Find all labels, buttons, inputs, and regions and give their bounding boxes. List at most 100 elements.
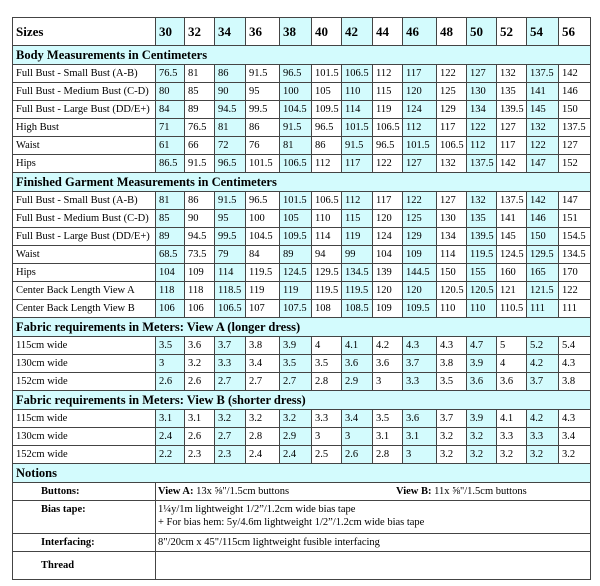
size-header-32: 32 <box>184 17 215 46</box>
table-cell: 99.5 <box>214 227 246 246</box>
table-cell: 3.9 <box>279 336 312 355</box>
table-cell: 86 <box>214 64 246 83</box>
buttons-view-b-text: 11x ⅝"/1.5cm buttons <box>431 486 527 497</box>
table-cell: 81 <box>155 191 185 210</box>
table-cell: 81 <box>184 64 215 83</box>
table-cell: 145 <box>526 100 559 119</box>
table-cell: 2.3 <box>214 445 246 464</box>
table-cell: 89 <box>155 227 185 246</box>
table-cell: 76.5 <box>184 118 215 137</box>
sizes-header-label: Sizes <box>12 17 156 46</box>
table-cell: 96.5 <box>372 136 403 155</box>
buttons-view-a-text: 13x ⅝"/1.5cm buttons <box>193 486 290 497</box>
table-cell: 137.5 <box>496 191 527 210</box>
table-cell: 118 <box>184 281 215 300</box>
table-cell: 86 <box>311 136 342 155</box>
table-cell: 114 <box>341 100 373 119</box>
table-cell: 3.7 <box>436 409 467 428</box>
row-label: High Bust <box>12 118 156 137</box>
table-cell: 2.6 <box>341 445 373 464</box>
table-cell: 110.5 <box>496 299 527 318</box>
table-cell: 150 <box>558 100 591 119</box>
table-cell: 107 <box>245 299 280 318</box>
row-label: Center Back Length View A <box>12 281 156 300</box>
table-cell: 114 <box>311 227 342 246</box>
section-header: Fabric requirements in Meters: View A (l… <box>12 317 591 337</box>
table-cell: 3.2 <box>279 409 312 428</box>
table-cell: 135 <box>466 209 497 228</box>
table-cell: 3.6 <box>466 372 497 391</box>
table-cell: 3.3 <box>526 427 559 446</box>
table-cell: 124 <box>402 100 437 119</box>
table-cell: 142 <box>526 191 559 210</box>
table-cell: 96.5 <box>245 191 280 210</box>
table-cell: 132 <box>436 154 467 173</box>
size-header-40: 40 <box>311 17 342 46</box>
table-cell: 5.2 <box>526 336 559 355</box>
table-cell: 4.2 <box>526 354 559 373</box>
table-cell: 89 <box>184 100 215 119</box>
table-row: Full Bust - Medium Bust (C-D) 85 90 95 100 10… <box>12 209 591 228</box>
table-cell: 3.2 <box>466 427 497 446</box>
table-cell: 91.5 <box>214 191 246 210</box>
table-cell: 71 <box>155 118 185 137</box>
row-label: Hips <box>12 263 156 282</box>
table-cell: 94 <box>311 245 342 264</box>
table-cell: 95 <box>245 82 280 101</box>
table-cell: 96.5 <box>214 154 246 173</box>
table-cell: 3.7 <box>526 372 559 391</box>
bias-tape-label: Bias tape: <box>12 500 156 534</box>
table-row: Full Bust - Large Bust (DD/E+) 84 89 94.5 99… <box>12 100 591 119</box>
thread-value <box>155 551 591 580</box>
section-header: Body Measurements in Centimeters <box>12 45 591 65</box>
interfacing-label: Interfacing: <box>12 533 156 552</box>
table-cell: 2.4 <box>279 445 312 464</box>
table-cell: 104 <box>155 263 185 282</box>
table-cell: 100 <box>245 209 280 228</box>
size-header-50: 50 <box>466 17 497 46</box>
table-cell: 119 <box>279 281 312 300</box>
table-cell: 112 <box>372 64 403 83</box>
table-cell: 4.2 <box>526 409 559 428</box>
table-cell: 127 <box>466 64 497 83</box>
table-cell: 99.5 <box>245 100 280 119</box>
table-cell: 147 <box>526 154 559 173</box>
bias-tape-line-1: 1¼y/1m lightweight 1/2”/1.2cm wide bias … <box>158 504 356 515</box>
section-header: Fabric requirements in Meters: View B (s… <box>12 390 591 410</box>
table-cell: 127 <box>402 154 437 173</box>
table-cell: 3.8 <box>558 372 591 391</box>
table-cell: 139.5 <box>496 100 527 119</box>
table-cell: 109 <box>402 245 437 264</box>
table-cell: 86.5 <box>155 154 185 173</box>
notions-interfacing-row: Interfacing: 8"/20cm x 45"/115cm lightwe… <box>12 533 591 552</box>
table-cell: 109.5 <box>279 227 312 246</box>
table-cell: 3.9 <box>466 409 497 428</box>
table-cell: 137.5 <box>526 64 559 83</box>
table-cell: 3.1 <box>402 427 437 446</box>
table-cell: 135 <box>496 82 527 101</box>
bias-tape-line-2: + For bias hem: 5y/4.6m lightweight 1/2”… <box>158 517 425 528</box>
buttons-view-b: View B: 11x ⅝"/1.5cm buttons <box>396 484 527 500</box>
table-cell: 4.1 <box>496 409 527 428</box>
row-label: Full Bust - Small Bust (A-B) <box>12 64 156 83</box>
row-label: 152cm wide <box>12 372 156 391</box>
table-row: Hips 104 109 114 119.5 124.5 129.5 134.5 139 144.… <box>12 263 591 282</box>
table-cell: 2.7 <box>214 427 246 446</box>
table-cell: 101.5 <box>279 191 312 210</box>
table-cell: 119.5 <box>245 263 280 282</box>
row-label: Waist <box>12 245 156 264</box>
table-cell: 106.5 <box>436 136 467 155</box>
table-cell: 160 <box>496 263 527 282</box>
table-cell: 3.8 <box>245 336 280 355</box>
notions-buttons-row: Buttons: View A: 13x ⅝"/1.5cm buttons Vi… <box>12 482 591 501</box>
table-cell: 2.9 <box>279 427 312 446</box>
table-cell: 142 <box>558 64 591 83</box>
row-label: Waist <box>12 136 156 155</box>
table-row: 152cm wide 2.2 2.3 2.3 2.4 2.4 2.5 2.6 2.8 3 3.2 3.… <box>12 445 591 464</box>
table-cell: 104.5 <box>279 100 312 119</box>
table-cell: 132 <box>496 64 527 83</box>
table-cell: 127 <box>558 136 591 155</box>
table-cell: 130 <box>436 209 467 228</box>
table-cell: 150 <box>436 263 467 282</box>
table-cell: 81 <box>279 136 312 155</box>
